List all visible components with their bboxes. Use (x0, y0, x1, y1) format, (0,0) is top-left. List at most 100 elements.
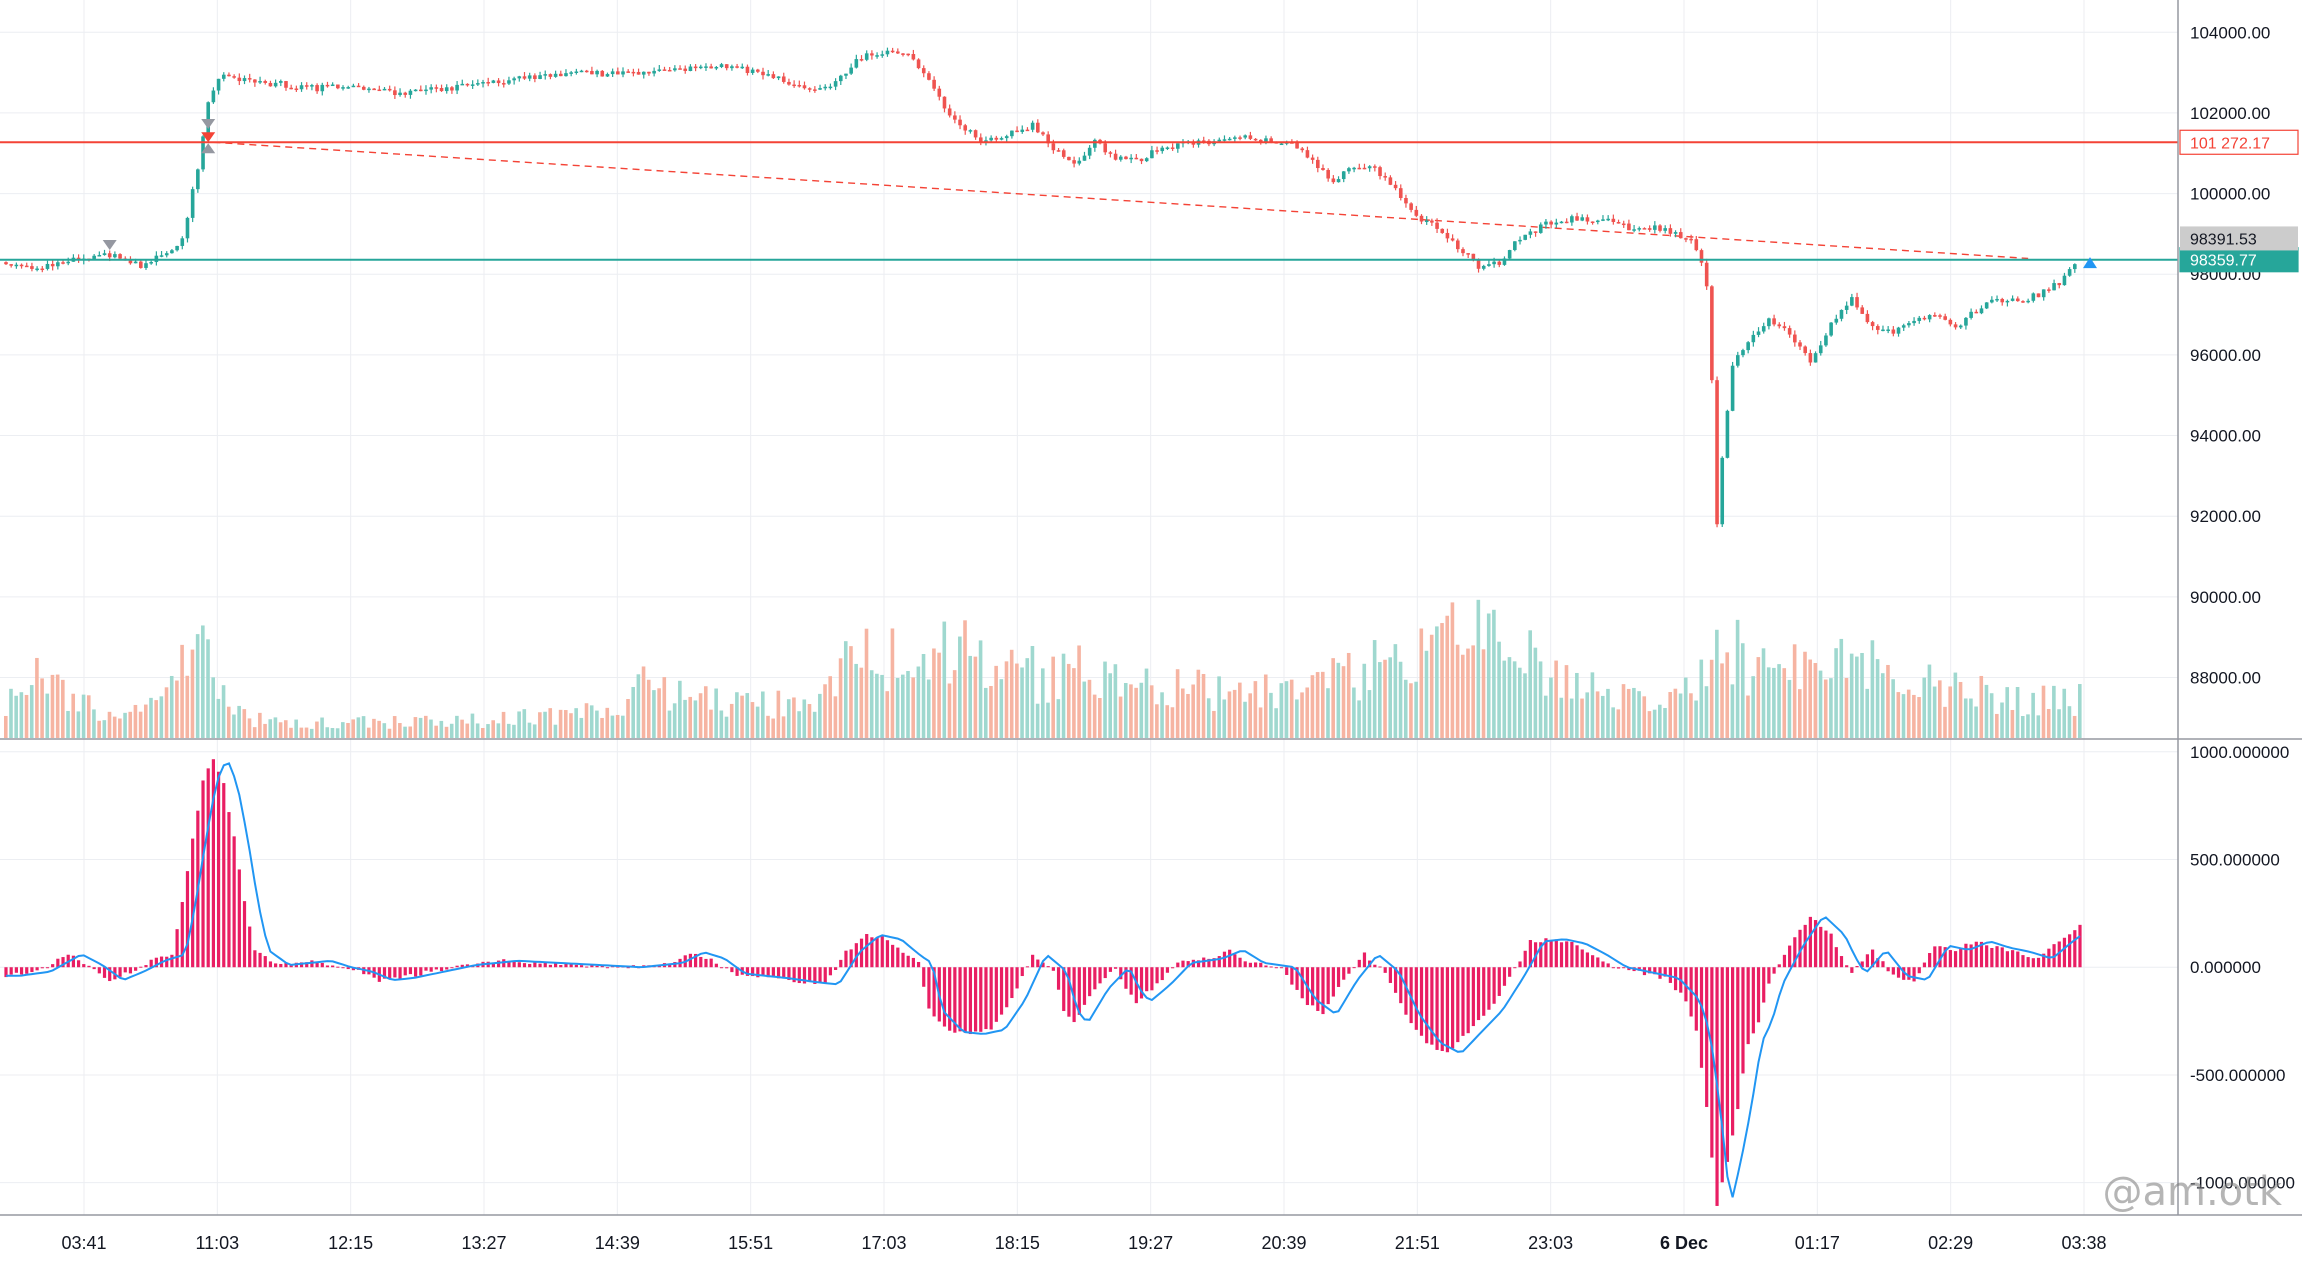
volume-bar (1787, 679, 1792, 738)
histogram-bar (315, 961, 319, 968)
histogram-bar (92, 967, 96, 970)
histogram-bar (554, 962, 558, 968)
volume-bar (766, 715, 770, 738)
candle-body (1471, 253, 1476, 261)
volume-bar (1077, 645, 1081, 738)
volume-bar (1683, 677, 1688, 738)
volume-bar (1476, 599, 1481, 738)
candle-body (553, 73, 558, 77)
volume-bar (1528, 630, 1532, 738)
volume-bar (1269, 692, 1273, 738)
histogram-bar (2031, 958, 2035, 968)
volume-bar (76, 711, 81, 738)
candle-body (1139, 158, 1144, 162)
histogram-bar (1969, 944, 1973, 968)
histogram-bar (1746, 967, 1750, 1045)
histogram-bar (1772, 967, 1776, 974)
volume-bar (1165, 705, 1170, 738)
volume-bar (107, 711, 112, 738)
histogram-bar (1751, 967, 1755, 1034)
histogram-bar (813, 967, 817, 984)
volume-bar (532, 724, 537, 738)
candle-body (1461, 249, 1465, 254)
candle-body (1896, 327, 1901, 334)
volume-bar (1336, 662, 1341, 738)
candle-body (1041, 132, 1045, 135)
histogram-bar (1005, 967, 1009, 1008)
candle-body (1331, 178, 1336, 183)
candle-body (1487, 264, 1491, 266)
candle-body (2026, 300, 2030, 303)
volume-bar (1274, 708, 1278, 738)
histogram-bar (1134, 967, 1138, 1004)
histogram-bar (445, 967, 449, 970)
volume-bar (615, 714, 620, 738)
candle-body (1020, 129, 1025, 132)
volume-bar (989, 686, 993, 738)
histogram-bar (2021, 955, 2025, 968)
volume-bar (1590, 672, 1595, 738)
histogram-bar (1575, 945, 1579, 968)
volume-bar (61, 679, 65, 738)
volume-bar (418, 717, 423, 738)
candle-body (797, 84, 802, 87)
candle-body (1881, 329, 1885, 332)
volume-bar (1813, 663, 1818, 738)
histogram-bar (2005, 951, 2010, 968)
candle-body (1300, 148, 1305, 151)
volume-bar (392, 716, 397, 738)
histogram-bar (1181, 960, 1185, 968)
histogram-bar (388, 967, 392, 980)
histogram-bar (227, 812, 231, 968)
candle-body (361, 86, 366, 90)
volume-bar (366, 727, 371, 738)
histogram-bar (502, 959, 506, 968)
volume-bar (1113, 664, 1118, 738)
candle-body (294, 88, 299, 91)
histogram-bar (1528, 940, 1532, 968)
signal-layer (6, 762, 2081, 1198)
histogram-bar (1285, 967, 1289, 975)
time-tick-label: 20:39 (1261, 1233, 1306, 1253)
volume-bar (1549, 677, 1553, 738)
candle-body (1730, 365, 1735, 411)
candle-body (336, 84, 340, 89)
candle-body (1912, 320, 1916, 324)
candle-body (1606, 218, 1610, 221)
volume-bar (1860, 652, 1864, 738)
candle-body (750, 69, 755, 73)
histogram-bar (1917, 967, 1921, 974)
histogram-bar (1295, 967, 1299, 990)
volume-bar (678, 680, 682, 738)
candle-body (424, 89, 428, 92)
candle-body (1124, 156, 1128, 160)
histogram-bar (1865, 954, 1870, 968)
candle-body (279, 81, 283, 83)
volume-bar (1004, 661, 1009, 738)
volume-bar (916, 666, 921, 738)
histogram-bar (1150, 967, 1154, 991)
volume-bar (2072, 715, 2077, 738)
histogram-bar (123, 967, 127, 973)
candle-body (1134, 157, 1139, 160)
volume-bar (854, 663, 858, 738)
volume-bar (35, 657, 39, 738)
candle-body (1518, 239, 1522, 242)
histogram-bar (1445, 967, 1450, 1053)
histogram-bar (714, 963, 718, 968)
candle-body (1575, 216, 1579, 221)
candle-body (735, 66, 739, 68)
volume-bar (138, 711, 143, 738)
histogram-bar (139, 966, 143, 968)
volume-bar (273, 717, 278, 738)
volume-bar (1580, 698, 1584, 738)
candle-body (1813, 353, 1818, 363)
volume-bar (335, 728, 340, 738)
histogram-bar (1108, 967, 1113, 972)
candle-body (1715, 380, 1719, 525)
candle-body (657, 69, 662, 71)
candle-body (1969, 311, 1973, 318)
candle-body (1570, 216, 1574, 223)
